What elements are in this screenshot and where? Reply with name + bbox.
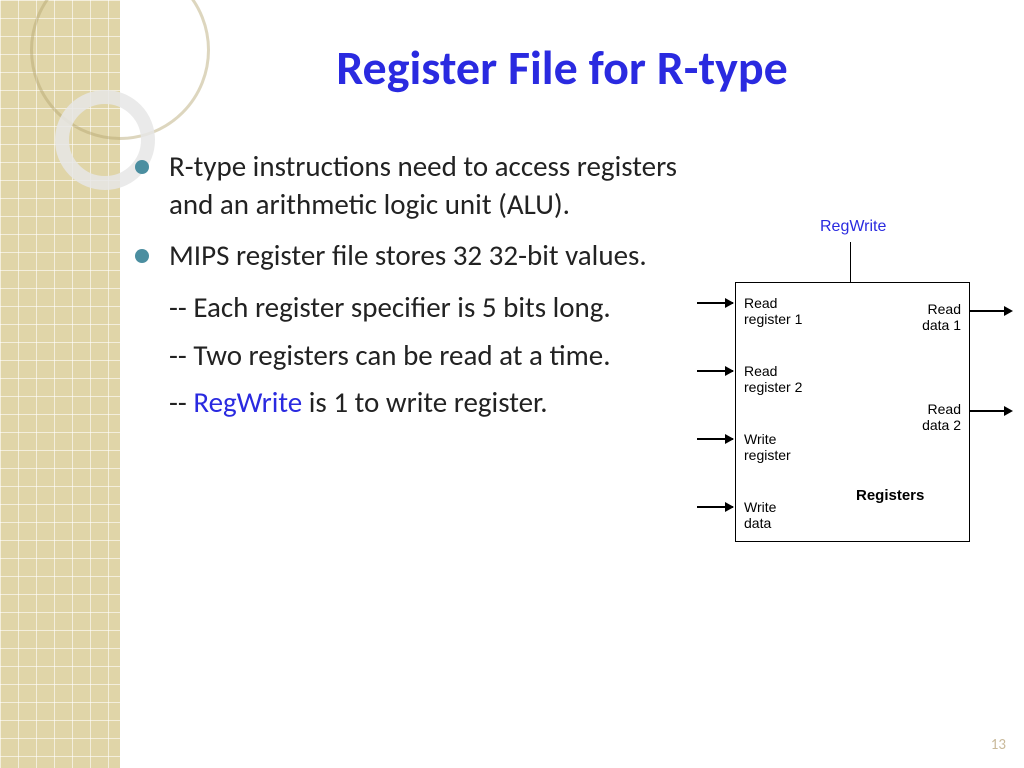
arrow-out-icon: [970, 410, 1004, 412]
content-area: R-type instructions need to access regis…: [135, 148, 695, 432]
port-label-write-data: Write data: [744, 499, 776, 531]
regwrite-signal-label: RegWrite: [820, 218, 886, 236]
regwrite-highlight: RegWrite: [193, 384, 302, 420]
bullet-item: MIPS register file stores 32 32-bit valu…: [135, 237, 695, 275]
slide-title: Register File for R-type: [130, 38, 994, 97]
register-file-diagram: RegWrite Read register 1 Read register 2…: [705, 210, 1005, 580]
arrow-in-icon: [697, 438, 733, 440]
bullet-text: MIPS register file stores 32 32-bit valu…: [169, 237, 647, 275]
sub-bullet: -- RegWrite is 1 to write register.: [169, 384, 695, 422]
page-number: 13: [991, 736, 1006, 754]
port-label-read-data2: Read data 2: [922, 401, 961, 433]
arrow-in-icon: [697, 506, 733, 508]
arrow-in-icon: [697, 370, 733, 372]
bullet-item: R-type instructions need to access regis…: [135, 148, 695, 223]
arrow-in-icon: [697, 302, 733, 304]
sub-bullet-prefix: --: [169, 384, 193, 420]
arrow-out-icon: [970, 310, 1004, 312]
port-label-read-reg2: Read register 2: [744, 363, 802, 395]
port-label-write-reg: Write register: [744, 431, 791, 463]
top-wire: [850, 242, 851, 282]
bullet-text: R-type instructions need to access regis…: [169, 148, 695, 223]
block-title: Registers: [856, 487, 924, 504]
bullet-dot-icon: [135, 160, 149, 174]
sub-bullet-suffix: is 1 to write register.: [302, 384, 547, 420]
sub-bullet: -- Two registers can be read at a time.: [169, 337, 695, 375]
sub-bullet: -- Each register specifier is 5 bits lon…: [169, 289, 695, 327]
registers-block: Read register 1 Read register 2 Write re…: [735, 282, 970, 542]
bullet-dot-icon: [135, 249, 149, 263]
port-label-read-data1: Read data 1: [922, 301, 961, 333]
port-label-read-reg1: Read register 1: [744, 295, 802, 327]
